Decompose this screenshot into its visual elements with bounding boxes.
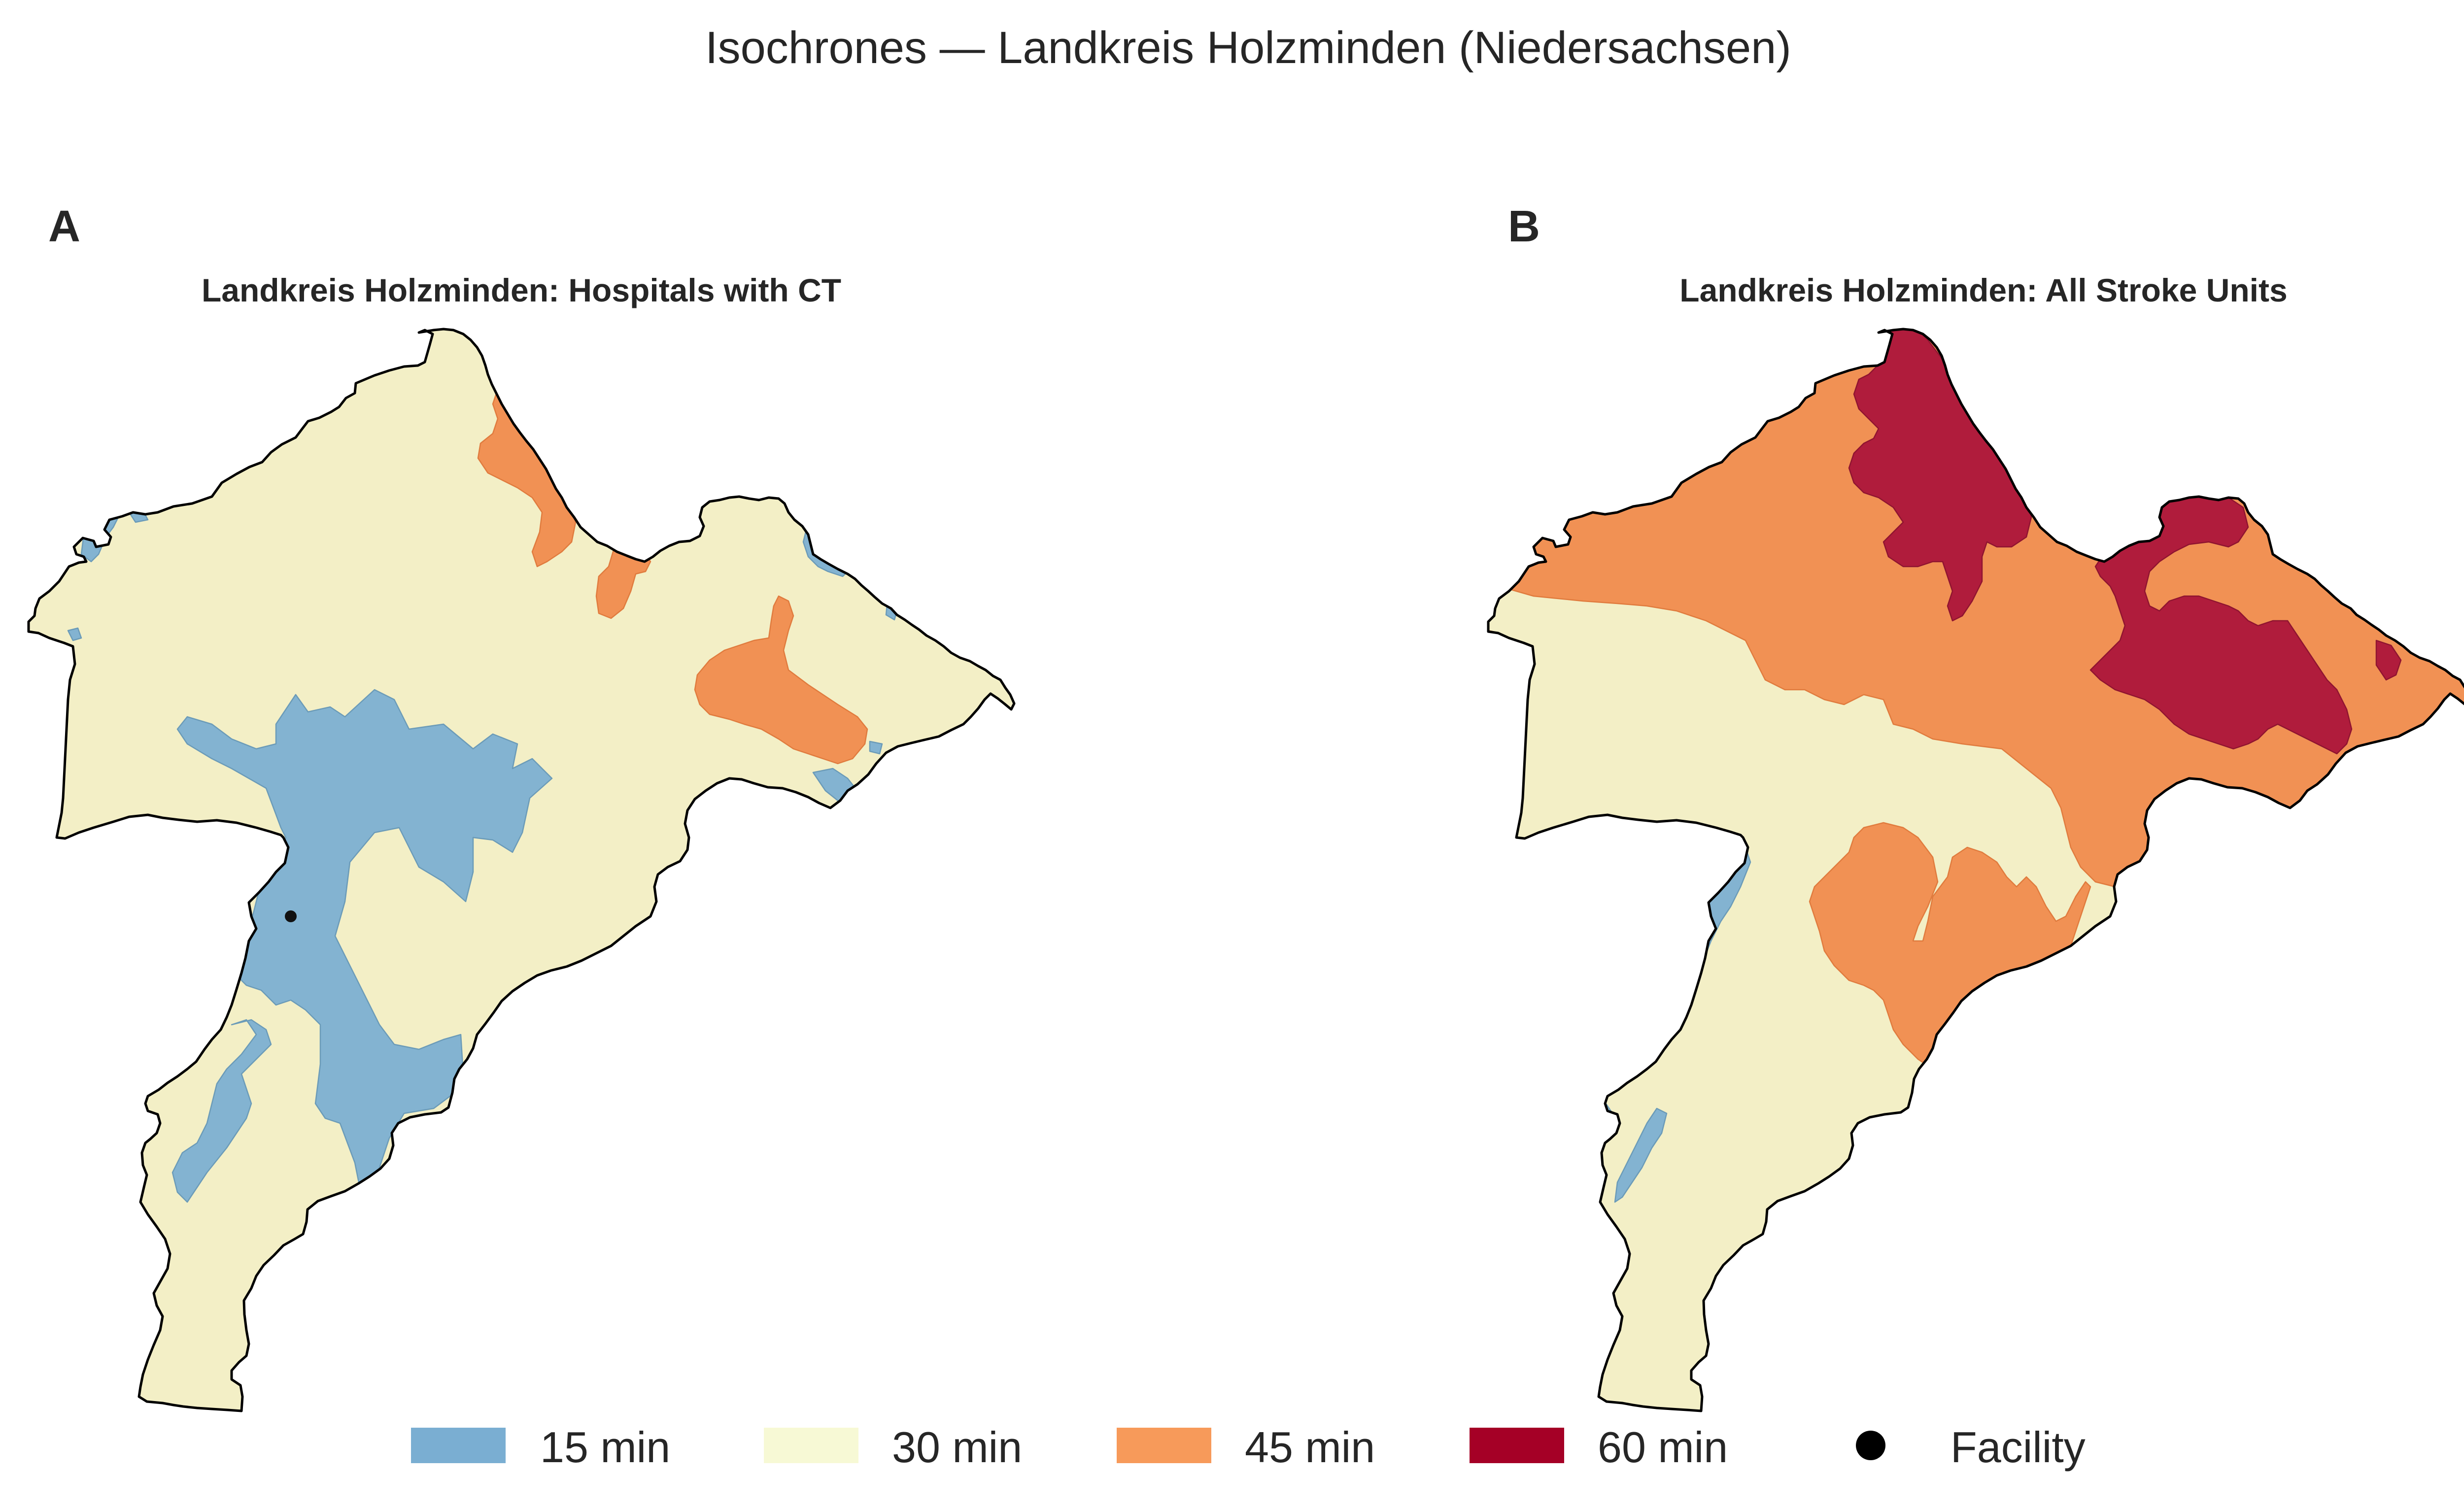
map-a-zone-45min-east xyxy=(694,595,868,765)
map-b-zone-15min-tongue-south xyxy=(1614,1107,1668,1203)
map-b-zone-60min-east xyxy=(2089,492,2353,755)
legend-label-60min: 60 min xyxy=(1598,1423,1728,1472)
map-b xyxy=(1460,0,2464,1411)
map-a-zone-15min-west-dot xyxy=(67,627,82,641)
figure-title: Isochrones — Landkreis Holzminden (Niede… xyxy=(705,23,1791,73)
panel-b: B Landkreis Holzminden: All Stroke Units xyxy=(1460,0,2464,1411)
legend-label-30min: 30 min xyxy=(892,1423,1022,1472)
map-a-zone-30min xyxy=(29,329,1014,1411)
panel-a-title: Landkreis Holzminden: Hospitals with CT xyxy=(202,272,841,308)
legend-swatch-45min xyxy=(1117,1428,1211,1463)
map-a-zone-15min-southwest xyxy=(171,1019,272,1203)
legend-swatch-30min xyxy=(764,1428,858,1463)
legend-label-45min: 45 min xyxy=(1245,1423,1375,1472)
legend-facility-dot xyxy=(1856,1431,1885,1460)
facility-marker xyxy=(285,910,297,922)
legend-item-15min: 15 min xyxy=(411,1423,670,1472)
legend-swatch-15min xyxy=(411,1428,506,1463)
legend-label-15min: 15 min xyxy=(540,1423,670,1472)
map-a-zone-15min-core xyxy=(176,689,553,1188)
legend-item-30min: 30 min xyxy=(764,1423,1022,1472)
map-b-zone-60min-east-tip xyxy=(2375,639,2402,681)
panel-a-letter: A xyxy=(48,202,80,251)
map-a xyxy=(29,329,1014,1411)
legend-label-facility: Facility xyxy=(1951,1423,2086,1472)
legend-item-60min: 60 min xyxy=(1470,1423,1728,1472)
legend: 15 min 30 min 45 min 60 min Facility xyxy=(411,1423,2086,1472)
panel-b-letter: B xyxy=(1508,202,1540,251)
panel-a: A Landkreis Holzminden: Hospitals with C… xyxy=(29,202,1014,1411)
legend-swatch-60min xyxy=(1470,1428,1564,1463)
panel-b-title: Landkreis Holzminden: All Stroke Units xyxy=(1679,272,2287,308)
map-a-zone-15min-east-tip xyxy=(869,740,883,755)
legend-item-45min: 45 min xyxy=(1117,1423,1375,1472)
legend-item-facility: Facility xyxy=(1856,1423,2086,1472)
